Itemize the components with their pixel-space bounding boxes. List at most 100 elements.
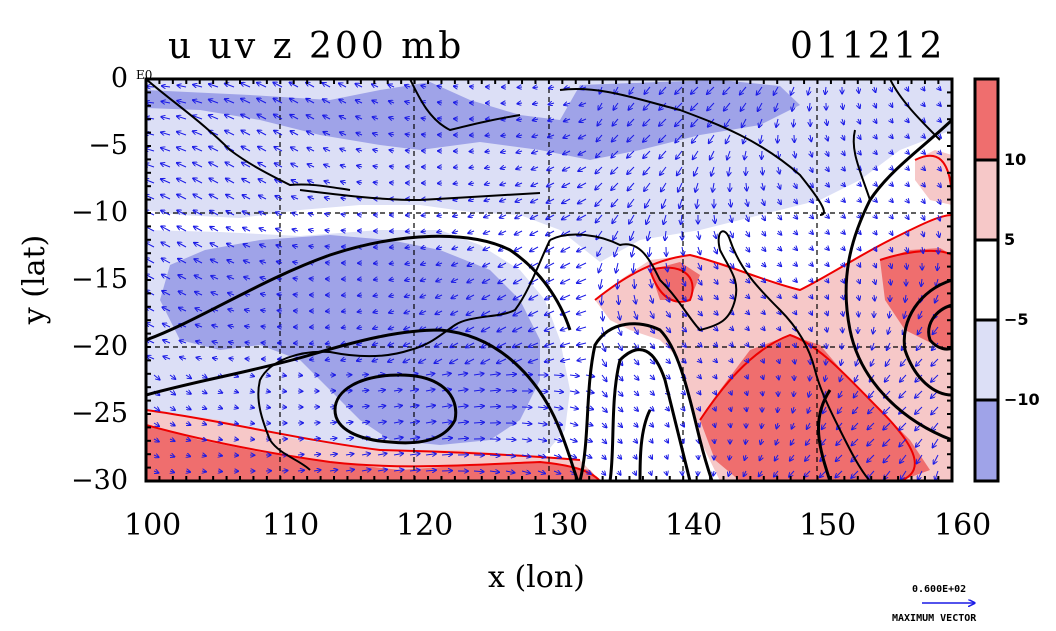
wind-vector: [577, 311, 587, 314]
wind-vector: [485, 183, 491, 185]
wind-vector: [193, 131, 203, 136]
wind-vector: [537, 471, 545, 474]
wind-vector: [634, 294, 636, 304]
wind-vector: [169, 391, 175, 395]
wind-vector: [616, 262, 618, 273]
wind-vector: [938, 135, 941, 138]
wind-vector: [389, 311, 395, 313]
wind-vector: [698, 230, 699, 239]
wind-vector: [761, 438, 763, 444]
wind-vector: [852, 438, 859, 445]
wind-vector: [659, 150, 667, 158]
wind-vector: [714, 230, 716, 238]
wind-vector: [201, 375, 207, 378]
wind-vector: [341, 182, 347, 184]
wind-vector: [794, 279, 797, 282]
wind-vector: [162, 275, 171, 280]
wind-vector: [935, 294, 938, 303]
wind-vector: [243, 195, 251, 200]
wind-vector: [890, 167, 893, 170]
wind-vector: [679, 198, 682, 208]
wind-vector: [874, 278, 876, 284]
wind-vector: [714, 311, 718, 315]
wind-vector: [659, 134, 667, 142]
wind-vector: [329, 454, 337, 455]
wind-vector: [842, 231, 845, 234]
wind-vector: [874, 294, 875, 301]
wind-vector: [730, 262, 734, 268]
wind-vector: [210, 211, 219, 216]
wind-vector: [826, 263, 829, 266]
wind-vector: [602, 455, 606, 459]
wind-vector: [498, 278, 507, 283]
wind-vector: [517, 135, 523, 136]
wind-vector: [888, 326, 890, 334]
wind-vector: [826, 118, 827, 125]
wind-vector: [358, 279, 362, 280]
wind-vector: [682, 407, 685, 410]
wind-vector: [409, 421, 419, 423]
wind-vector: [650, 375, 654, 379]
wind-vector: [537, 455, 546, 457]
wind-vector: [436, 295, 443, 298]
wind-vector: [553, 391, 563, 392]
wind-vector: [531, 214, 539, 219]
wind-vector: [505, 374, 516, 375]
wind-vector: [742, 118, 747, 127]
wind-vector: [489, 406, 500, 407]
wind-vector: [437, 263, 443, 265]
vector-scale-caption: MAXIMUM VECTOR: [892, 613, 977, 624]
wind-vector: [547, 167, 555, 170]
wind-vector: [618, 326, 621, 335]
colorbar-label: 10: [1004, 150, 1027, 169]
wind-vector: [529, 310, 539, 315]
wind-vector: [257, 115, 267, 120]
wind-vector: [241, 99, 251, 104]
wind-vector: [292, 196, 299, 199]
wind-vector: [468, 231, 475, 233]
wind-vector: [500, 215, 507, 218]
wind-vector: [826, 311, 828, 315]
wind-vector: [858, 263, 860, 267]
wind-vector: [569, 375, 579, 376]
wind-vector: [938, 151, 941, 154]
wind-vector: [358, 215, 362, 216]
wind-vector: [358, 327, 363, 328]
wind-vector: [389, 117, 395, 119]
wind-vector: [162, 291, 171, 296]
wind-vector: [746, 230, 749, 236]
wind-vector: [633, 326, 638, 334]
wind-vector: [209, 115, 219, 120]
wind-vector: [529, 294, 539, 300]
wind-vector: [778, 247, 781, 250]
wind-vector: [906, 230, 908, 236]
wind-vector: [389, 327, 395, 329]
wind-vector: [577, 359, 587, 361]
wind-vector: [774, 86, 779, 95]
wind-vector: [325, 230, 331, 231]
wind-vector: [209, 84, 219, 87]
wind-vector: [794, 231, 797, 234]
wind-vector: [839, 390, 842, 397]
wind-vector: [682, 262, 685, 270]
wind-vector: [676, 150, 683, 159]
wind-vector: [561, 359, 571, 361]
wind-vector: [451, 295, 459, 298]
wind-vector: [308, 181, 315, 184]
wind-vector: [935, 470, 938, 480]
wind-vector: [744, 150, 746, 159]
wind-vector: [406, 247, 411, 248]
wind-vector: [842, 199, 845, 202]
wind-vector: [340, 132, 347, 135]
wind-vector: [345, 422, 353, 423]
wind-vector: [454, 103, 458, 104]
wind-vector: [242, 147, 251, 152]
wind-vector: [357, 133, 363, 135]
shade-pos-strong-region: [146, 425, 600, 481]
wind-vector: [545, 359, 555, 362]
wind-vector: [762, 247, 765, 251]
wind-vector: [178, 243, 187, 248]
wind-vector: [601, 374, 607, 381]
wind-vector: [577, 327, 587, 330]
wind-vector: [777, 134, 778, 143]
